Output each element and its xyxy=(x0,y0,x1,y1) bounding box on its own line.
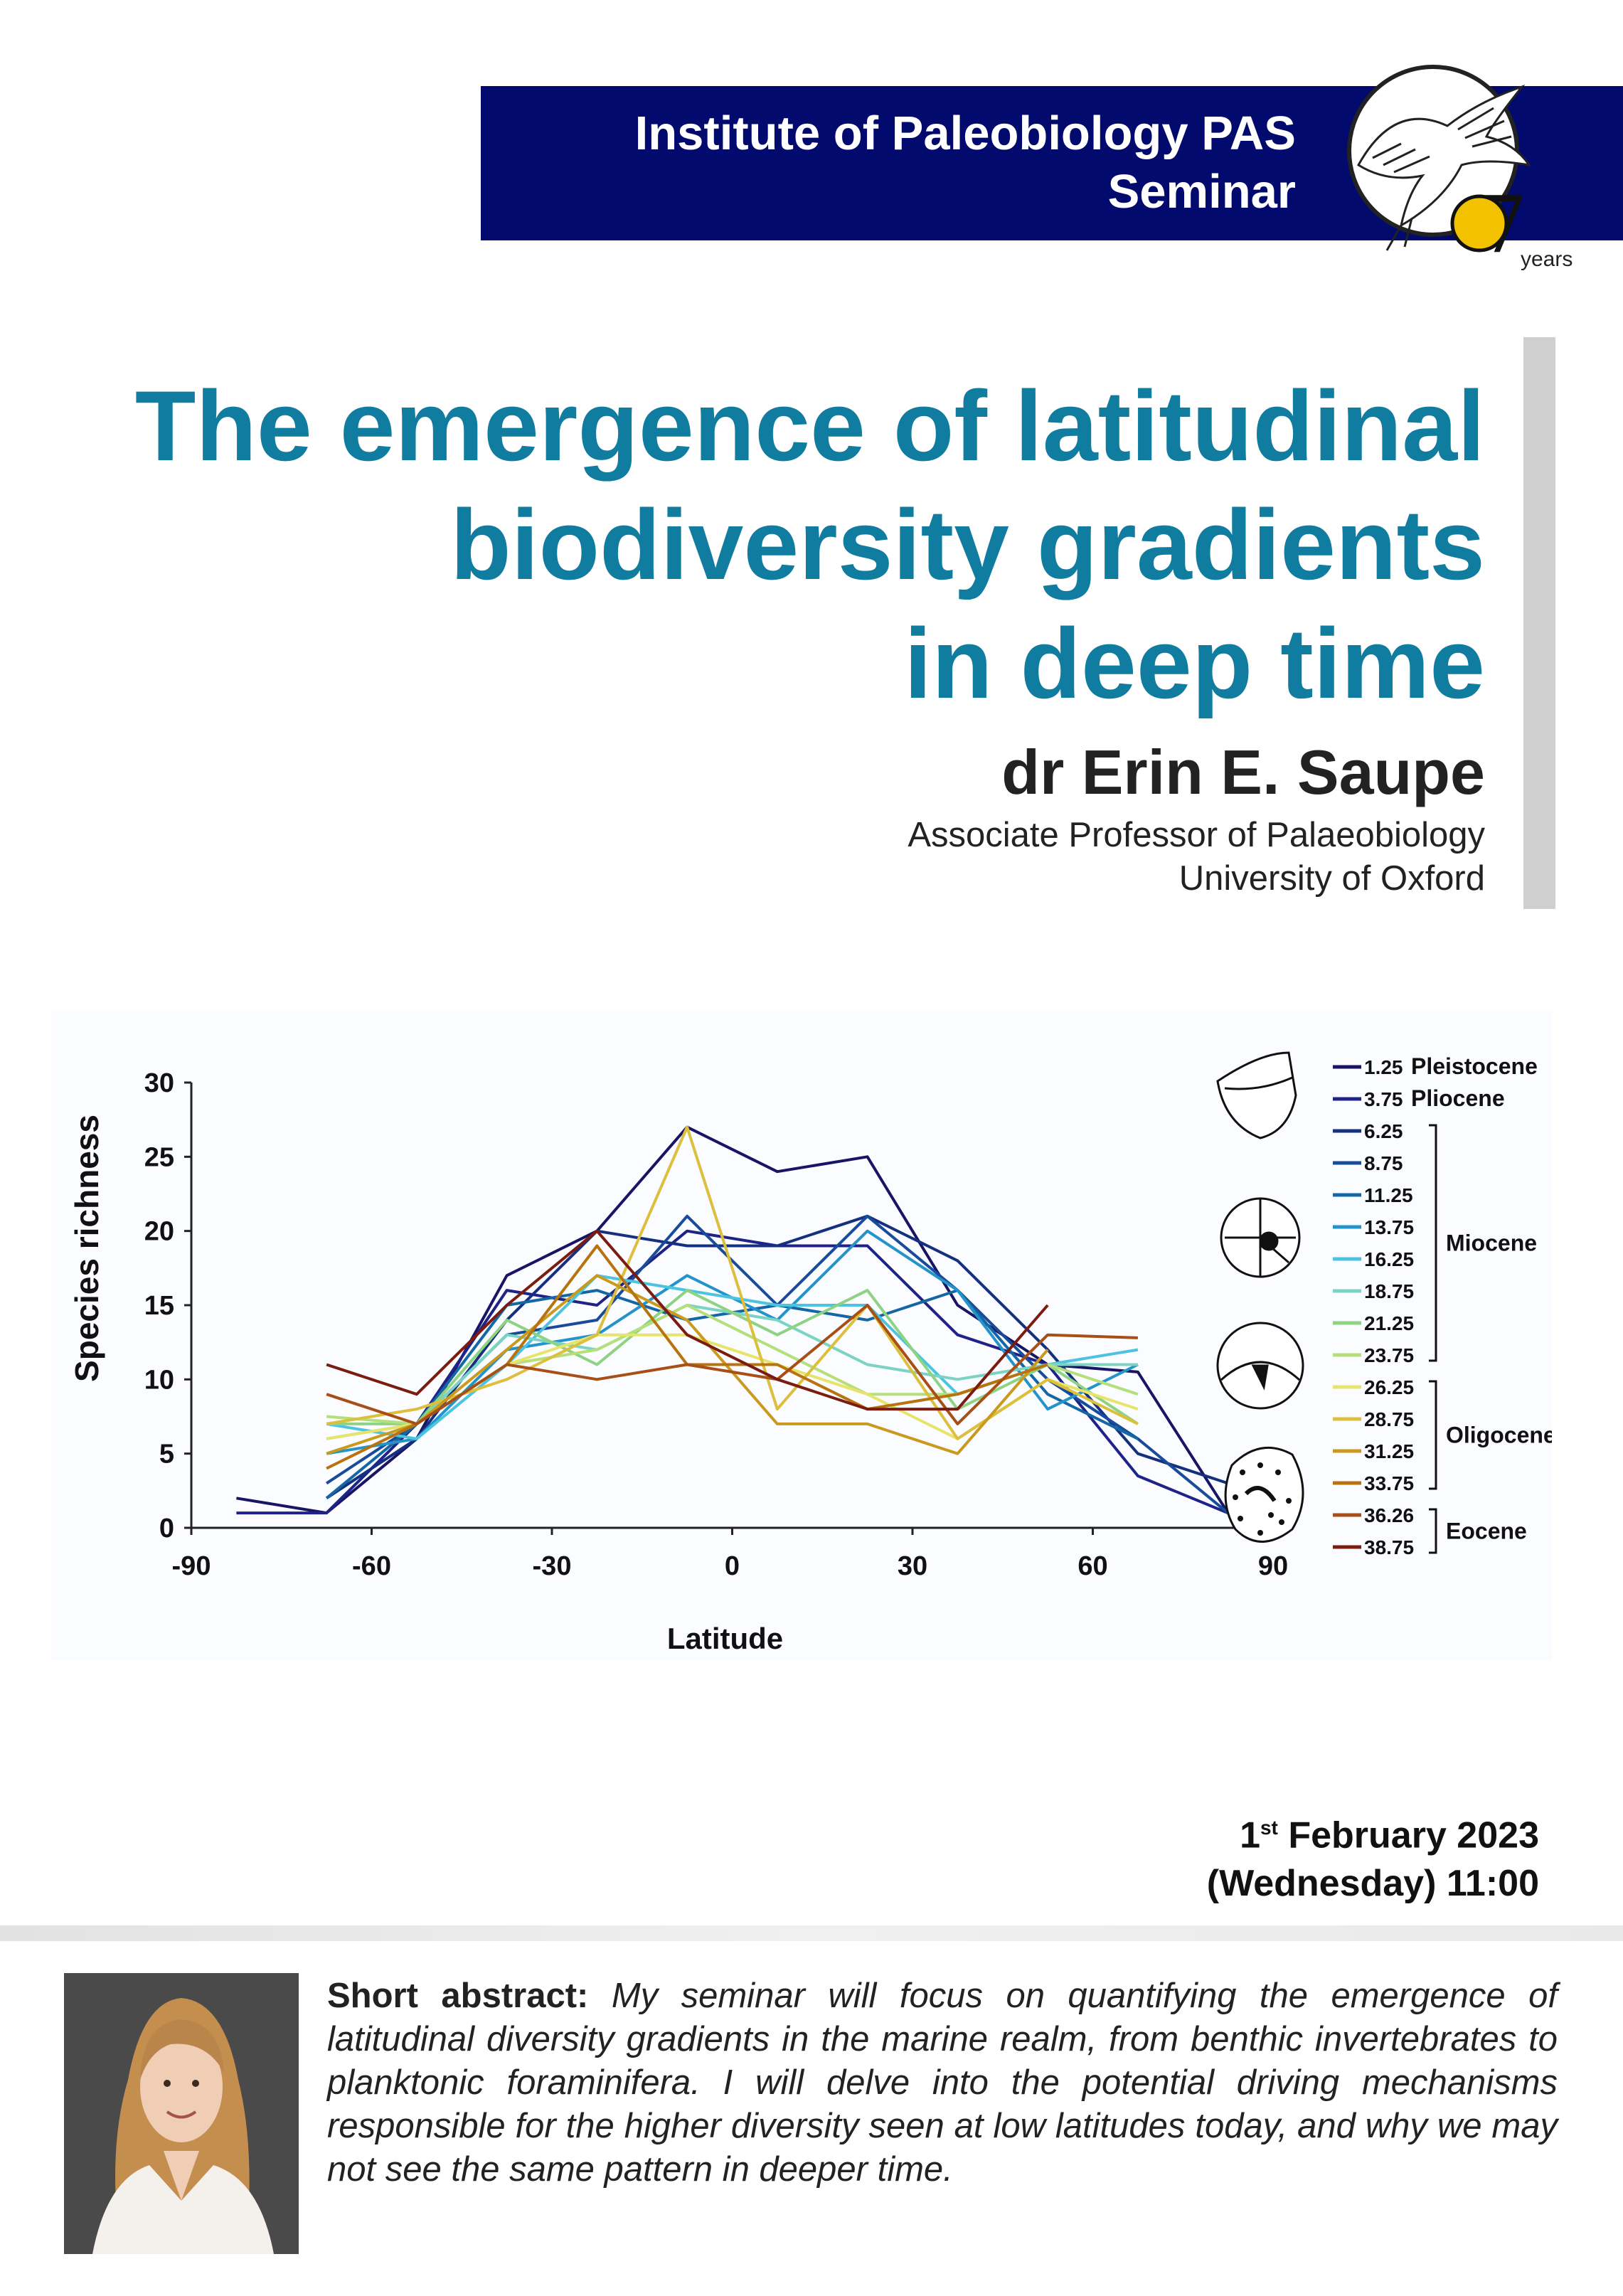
legend-label-1.25: 1.25 xyxy=(1364,1056,1403,1078)
event-day-suffix: st xyxy=(1260,1817,1278,1839)
epoch-label: Pleistocene xyxy=(1411,1053,1538,1079)
legend-label-6.25: 6.25 xyxy=(1364,1120,1403,1142)
banner-title: Institute of Paleobiology PAS Seminar xyxy=(635,105,1296,221)
y-tick-label: 30 xyxy=(144,1068,174,1098)
title-line-2: biodiversity gradients xyxy=(450,489,1485,600)
legend-label-23.75: 23.75 xyxy=(1364,1344,1414,1366)
section-divider xyxy=(0,1925,1623,1941)
legend-label-8.75: 8.75 xyxy=(1364,1152,1403,1174)
foram-illustration-2 xyxy=(1220,1197,1301,1278)
event-date-line: 1st February 2023 xyxy=(1207,1804,1539,1859)
speaker-position: Associate Professor of Palaeobiology xyxy=(908,816,1485,854)
legend-label-18.75: 18.75 xyxy=(1364,1280,1414,1302)
institute-name: Institute of Paleobiology PAS xyxy=(634,107,1296,160)
y-tick-label: 5 xyxy=(159,1440,174,1469)
series-line-31.25 xyxy=(326,1274,1049,1455)
y-tick-label: 10 xyxy=(144,1365,174,1395)
chart-series xyxy=(236,1125,1230,1515)
speaker-affiliation: Associate Professor of Palaeobiology Uni… xyxy=(908,814,1485,900)
legend-label-13.75: 13.75 xyxy=(1364,1216,1414,1238)
event-day: 1 xyxy=(1240,1814,1260,1856)
legend-label-33.75: 33.75 xyxy=(1364,1472,1414,1494)
x-tick-label: 60 xyxy=(1077,1551,1107,1581)
event-month-year: February 2023 xyxy=(1277,1814,1539,1856)
title-accent-bar xyxy=(1523,337,1555,909)
series-line-38.75 xyxy=(326,1229,1049,1411)
legend-label-16.25: 16.25 xyxy=(1364,1248,1414,1270)
chart-axes: 0 5 10 15 20 25 30 -90 -60 -30 0 30 60 90 Latitude Spec… xyxy=(68,1068,1288,1655)
x-axis-title: Latitude xyxy=(667,1622,783,1655)
foram-illustration-4 xyxy=(1224,1446,1304,1543)
foram-illustration-3 xyxy=(1216,1322,1304,1410)
y-tick-label: 0 xyxy=(159,1514,174,1543)
species-richness-chart: 0 5 10 15 20 25 30 -90 -60 -30 0 30 60 90 Latitude Spec… xyxy=(68,1051,1552,1655)
legend-label-11.25: 11.25 xyxy=(1364,1184,1413,1206)
chart-legend: 1.25 3.75 6.25 8.75 11.25 13.75 16.25 18.75 21.2… xyxy=(1333,1053,1552,1558)
legend-label-31.25: 31.25 xyxy=(1364,1440,1414,1462)
title-line-3: in deep time xyxy=(904,607,1485,719)
x-tick-label: 0 xyxy=(725,1551,740,1581)
logo-years-label: years xyxy=(1521,248,1573,271)
x-tick-label: -30 xyxy=(533,1551,572,1581)
legend-label-38.75: 38.75 xyxy=(1364,1536,1414,1558)
legend-label-36.26: 36.26 xyxy=(1364,1504,1414,1526)
institute-70-years-logo: 7 xyxy=(1347,65,1532,270)
y-tick-label: 15 xyxy=(144,1291,174,1321)
series-line-21.25 xyxy=(326,1289,1139,1425)
y-tick-label: 20 xyxy=(144,1217,174,1247)
legend-label-26.25: 26.25 xyxy=(1364,1376,1414,1398)
foraminifera-illustrations xyxy=(1216,1051,1304,1543)
epoch-label: Pliocene xyxy=(1411,1085,1505,1111)
speaker-name: dr Erin E. Saupe xyxy=(1001,737,1485,807)
title-line-1: The emergence of latitudinal xyxy=(134,370,1485,482)
abstract-text: My seminar will focus on quantifying the… xyxy=(327,1977,1558,2189)
epoch-label: Miocene xyxy=(1446,1231,1537,1256)
epoch-label: Oligocene xyxy=(1446,1423,1552,1448)
speaker-photo xyxy=(64,1973,299,2254)
event-date: 1st February 2023 (Wednesday) 11:00 xyxy=(1207,1804,1539,1908)
abstract-label: Short abstract: xyxy=(327,1977,589,2015)
figure-background xyxy=(51,1010,1552,1660)
event-weekday-time: (Wednesday) 11:00 xyxy=(1206,1863,1539,1905)
x-tick-label: -90 xyxy=(172,1551,211,1581)
seminar-label: Seminar xyxy=(1107,165,1296,218)
legend-label-21.25: 21.25 xyxy=(1364,1312,1414,1334)
seminar-title: The emergence of latitudinal biodiversit… xyxy=(63,366,1485,723)
epoch-bracket xyxy=(1429,1124,1437,1362)
x-tick-label: 30 xyxy=(898,1551,927,1581)
x-tick-label: 90 xyxy=(1258,1551,1288,1581)
x-tick-label: -60 xyxy=(352,1551,391,1581)
speaker-institution: University of Oxford xyxy=(1178,859,1485,898)
epoch-label: Eocene xyxy=(1446,1519,1527,1544)
epoch-bracket xyxy=(1429,1508,1437,1554)
series-line-36.26 xyxy=(326,1304,1138,1425)
abstract: Short abstract: My seminar will focus on… xyxy=(327,1975,1558,2191)
legend-label-3.75: 3.75 xyxy=(1364,1088,1403,1110)
y-axis-title: Species richness xyxy=(68,1115,105,1382)
legend-label-28.75: 28.75 xyxy=(1364,1408,1414,1430)
epoch-bracket xyxy=(1429,1380,1437,1490)
y-tick-label: 25 xyxy=(144,1142,174,1172)
foram-illustration-1 xyxy=(1216,1051,1297,1139)
